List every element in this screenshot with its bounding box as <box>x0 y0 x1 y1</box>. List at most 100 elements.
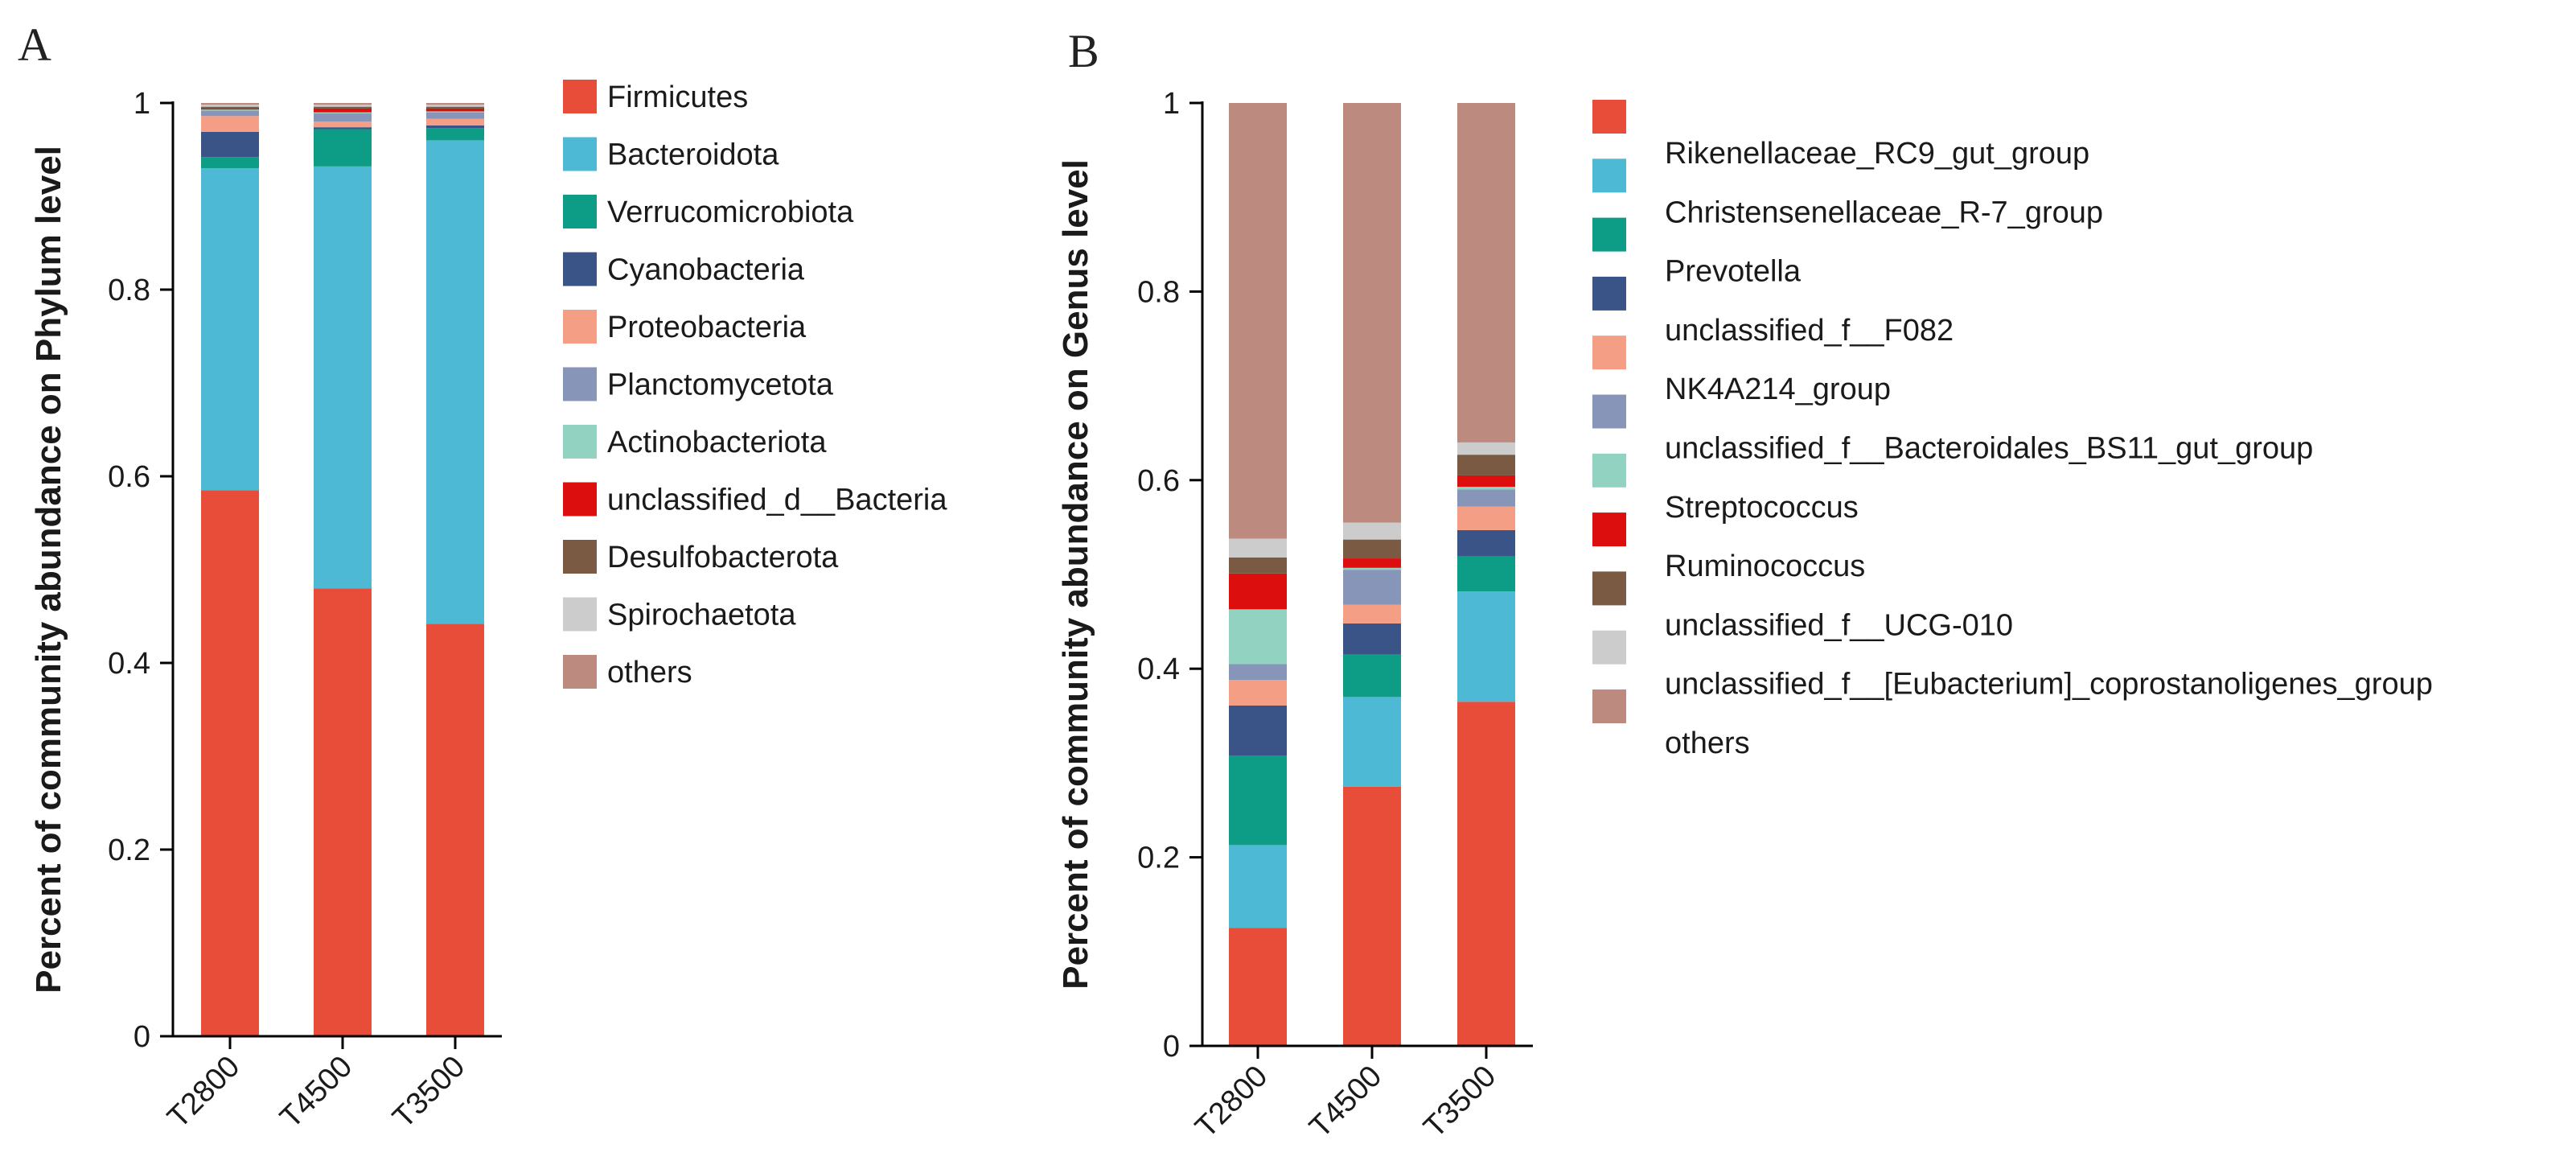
bar-segment <box>314 129 372 167</box>
legend-swatch <box>563 425 597 459</box>
bar-segment <box>1229 103 1287 539</box>
bar-segment <box>201 109 259 111</box>
bar-segment <box>1457 529 1515 557</box>
y-tick-label: 0.2 <box>108 833 150 867</box>
legend-swatch <box>563 482 597 517</box>
legend-label: Verrucomicrobiota <box>607 196 854 229</box>
y-axis-label: Percent of community abundance on Genus … <box>1056 159 1095 990</box>
bar-segment <box>426 624 484 1036</box>
bar-segment <box>314 108 372 113</box>
bar-segment <box>314 166 372 589</box>
legend-label: Streptococcus <box>1665 491 1859 525</box>
legend-swatch <box>1592 512 1626 547</box>
bar-segment <box>201 490 259 1036</box>
bar-segment <box>314 127 372 130</box>
bar-segment <box>1229 538 1287 558</box>
bar-segment <box>1343 697 1401 787</box>
legend-swatch <box>563 195 597 228</box>
bar-segment <box>426 112 484 119</box>
legend-swatch <box>1592 276 1626 311</box>
x-tick-label: T2800 <box>1189 1060 1274 1145</box>
bar-segment <box>1229 664 1287 681</box>
legend-label: unclassified_d__Bacteria <box>607 484 947 517</box>
bar-segment <box>426 103 484 105</box>
y-tick-label: 0.6 <box>108 460 150 494</box>
legend-swatch <box>563 540 597 574</box>
legend-swatch <box>563 310 597 344</box>
y-tick-label: 0.4 <box>108 647 150 681</box>
x-tick-label: T2800 <box>161 1050 246 1135</box>
bar-segment <box>201 103 259 105</box>
y-tick-label: 0.8 <box>1137 275 1180 309</box>
legend-label: Christensenellaceae_R-7_group <box>1665 196 2103 229</box>
y-tick-label: 0 <box>1163 1030 1180 1064</box>
bar-segment <box>1343 570 1401 605</box>
x-tick-label: T4500 <box>273 1050 359 1135</box>
bar-segment <box>1457 556 1515 592</box>
bar-segment <box>426 106 484 109</box>
legend-label: Actinobacteriota <box>607 426 827 459</box>
bar-segment <box>426 118 484 126</box>
legend-swatch <box>563 137 597 171</box>
bar-segment <box>1229 680 1287 706</box>
bar-segment <box>1343 786 1401 1046</box>
bar-segment <box>201 157 259 169</box>
legend-swatch <box>1592 217 1626 252</box>
bar-segment <box>201 110 259 117</box>
legend-swatch <box>563 597 597 632</box>
bar-segment <box>201 116 259 132</box>
y-axis-label: Percent of community abundance on Phylum… <box>29 146 68 994</box>
x-tick-label: T3500 <box>1417 1060 1502 1145</box>
bar-segment <box>1457 591 1515 702</box>
bar-segment <box>1457 506 1515 530</box>
bar-segment <box>1343 623 1401 655</box>
legend-label: unclassified_f__F082 <box>1665 314 1954 348</box>
bar-segment <box>314 588 372 1036</box>
bar-segment <box>1229 557 1287 574</box>
legend-label: Firmicutes <box>607 80 748 114</box>
legend-swatch <box>563 655 597 689</box>
bar-segment <box>1343 604 1401 624</box>
legend-label: unclassified_f__[Eubacterium]_coprostano… <box>1665 668 2433 702</box>
bar-segment <box>1343 654 1401 698</box>
bar-segment <box>1343 539 1401 559</box>
y-tick-label: 0.4 <box>1137 652 1180 686</box>
bar-segment <box>201 131 259 158</box>
bar-segment <box>314 106 372 109</box>
bar-segment <box>1457 455 1515 475</box>
y-tick-label: 0.6 <box>1137 464 1180 498</box>
y-tick-label: 1 <box>134 87 150 121</box>
legend-swatch <box>563 80 597 113</box>
bar-segment <box>201 168 259 491</box>
bar-segment <box>1229 573 1287 610</box>
bar-segment <box>201 105 259 107</box>
bar-segment <box>1457 487 1515 490</box>
bar-segment <box>314 103 372 105</box>
bar-segment <box>1343 558 1401 568</box>
bar-segment <box>426 105 484 107</box>
bar-segment <box>1343 103 1401 523</box>
bar-segment <box>1457 489 1515 507</box>
legend-label: unclassified_f__UCG-010 <box>1665 608 2013 642</box>
legend-label: Bacteroidota <box>607 138 779 172</box>
legend-swatch <box>563 252 597 286</box>
legend-swatch <box>1592 335 1626 370</box>
legend-swatch <box>563 367 597 401</box>
bar-segment <box>314 105 372 107</box>
bar-segment <box>426 128 484 141</box>
x-tick-label: T4500 <box>1303 1060 1388 1145</box>
x-tick-label: T3500 <box>386 1050 471 1135</box>
bar-segment <box>1229 705 1287 756</box>
bar-segment <box>1457 702 1515 1046</box>
bar-segment <box>1229 755 1287 846</box>
bar-segment <box>314 113 372 122</box>
legend-swatch <box>1592 630 1626 665</box>
legend-label: Prevotella <box>1665 255 1802 289</box>
y-tick-label: 1 <box>1163 87 1180 121</box>
bar-segment <box>1229 928 1287 1046</box>
legend-swatch <box>1592 394 1626 429</box>
panel-b: B Percent of community abundance on Genus… <box>1056 25 2433 1145</box>
legend-label: Ruminococcus <box>1665 549 1865 583</box>
bar-segment <box>1457 442 1515 455</box>
